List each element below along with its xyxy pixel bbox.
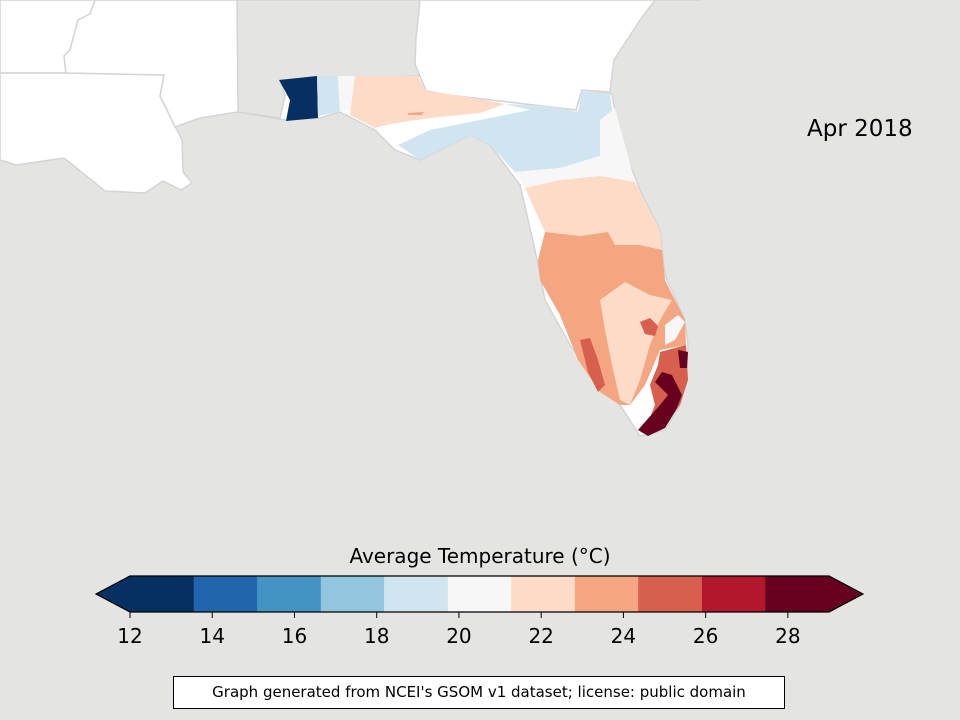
colorbar bbox=[94, 575, 865, 618]
colorbar-over-arrow bbox=[829, 576, 863, 612]
contour-22c-interior bbox=[600, 282, 672, 405]
colorbar-under-arrow bbox=[96, 576, 130, 612]
colorbar-tick-label: 24 bbox=[610, 624, 637, 648]
attribution-box: Graph generated from NCEI's GSOM v1 data… bbox=[173, 676, 785, 709]
colorbar-bin-4 bbox=[384, 576, 449, 612]
state-alabama bbox=[63, 0, 239, 128]
colorbar-bin-10 bbox=[765, 576, 830, 612]
colorbar-tick-label: 16 bbox=[281, 624, 308, 648]
colorbar-title: Average Temperature (°C) bbox=[349, 544, 611, 568]
contour-24c-panhandle bbox=[408, 112, 424, 115]
colorbar-tick-label: 14 bbox=[199, 624, 225, 648]
temperature-map bbox=[0, 0, 700, 437]
contour-26c-west bbox=[640, 318, 658, 336]
colorbar-tick-label: 20 bbox=[446, 624, 472, 648]
colorbar-bin-3 bbox=[320, 576, 385, 612]
contour-18c bbox=[317, 76, 340, 116]
colorbar-bin-9 bbox=[701, 576, 766, 612]
colorbar-tick-label: 22 bbox=[528, 624, 554, 648]
colorbar-bin-1 bbox=[193, 576, 258, 612]
colorbar-tick-label: 18 bbox=[363, 624, 390, 648]
colorbar-bin-0 bbox=[130, 576, 195, 612]
colorbar-tick-label: 12 bbox=[117, 624, 143, 648]
colorbar-tick-label: 28 bbox=[775, 624, 801, 648]
contour-28c-coast bbox=[678, 350, 688, 368]
colorbar-bin-2 bbox=[257, 576, 322, 612]
contour-22c-panhandle bbox=[350, 76, 505, 128]
contour-20c-northeast bbox=[515, 108, 635, 188]
colorbar-bin-5 bbox=[447, 576, 512, 612]
contour-18c-bigbend bbox=[398, 90, 615, 172]
contour-20c-west bbox=[338, 76, 355, 112]
contour-26c-coast bbox=[580, 338, 605, 392]
temperature-contours bbox=[279, 76, 688, 436]
contour-28c bbox=[638, 372, 682, 436]
colorbar-bin-8 bbox=[638, 576, 703, 612]
contour-20c-interior bbox=[665, 315, 685, 345]
date-label: Apr 2018 bbox=[807, 116, 913, 142]
colorbar-bin-7 bbox=[574, 576, 639, 612]
contour-12c bbox=[279, 76, 318, 121]
colorbar-bin-6 bbox=[511, 576, 576, 612]
colorbar-tick-label: 26 bbox=[692, 624, 719, 648]
contour-22c-central bbox=[525, 176, 662, 250]
